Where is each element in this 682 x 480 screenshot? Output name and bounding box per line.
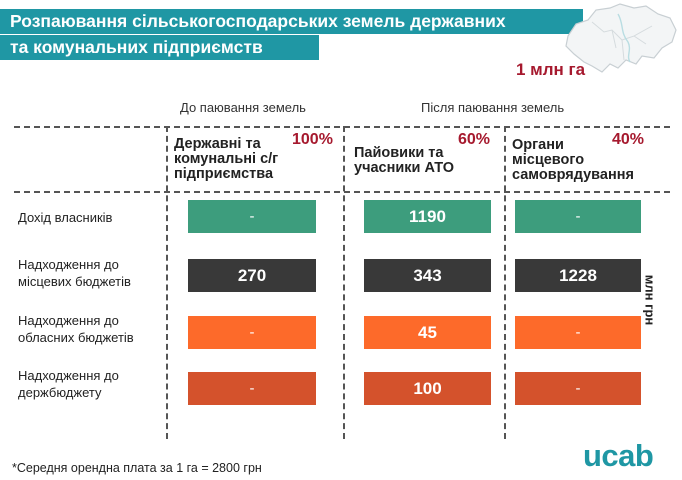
title-band: Розпаювання сільськогосподарських земель… [0,9,583,60]
column-title-line: учасники АТО [354,160,455,176]
value-cell-r3-c2: 45 [364,316,491,349]
column-title-3: Органи місцевого самоврядування [512,138,634,183]
column-share-2: 60% [458,131,491,148]
value-cell-r3-c3: - [515,316,641,349]
row-label-line: Надходження до [18,257,119,272]
group-header-after: Після паювання земель [421,100,565,115]
value-cell-r1-c2: 1190 [364,200,491,233]
footnote: *Середня орендна плата за 1 га = 2800 гр… [12,461,262,475]
row-label-line: Надходження до [18,313,119,328]
header-top-divider [14,126,670,128]
column-title-line: Державні та [174,136,261,152]
value-cell-r1-c3: - [515,200,641,233]
column-divider-1 [166,126,168,439]
value-cell-r4-c1: - [188,372,316,405]
title-line-2: та комунальних підприємств [0,35,319,60]
column-title-line: Органи [512,137,564,153]
row-label-1: Дохід власників [18,209,112,226]
row-label-4: Надходження до держбюджету [18,367,119,401]
column-title-line: самоврядування [512,167,634,183]
value-cell-r4-c2: 100 [364,372,491,405]
ukraine-map-icon [565,3,677,73]
column-divider-3 [504,126,506,439]
value-cell-r2-c1: 270 [188,259,316,292]
value-cell-r2-c3: 1228 [515,259,641,292]
column-title-1: Державні та комунальні с/г підприємства [174,137,278,182]
row-label-line: місцевих бюджетів [18,274,131,289]
row-label-line: обласних бюджетів [18,330,134,345]
column-title-2: Пайовики та учасники АТО [354,146,454,176]
column-divider-2 [343,126,345,439]
column-title-line: підприємства [174,166,274,182]
row-label-line: держбюджету [18,385,102,400]
column-title-line: Пайовики та [354,145,444,161]
total-area-label: 1 млн га [516,60,586,79]
column-title-line: місцевого [512,152,585,168]
column-share-3: 40% [612,131,645,148]
ucab-logo: ucab [583,438,654,473]
value-cell-r3-c1: - [188,316,316,349]
group-header-before: До паювання земель [180,100,306,115]
value-cell-r4-c3: - [515,372,641,405]
value-cell-r2-c2: 343 [364,259,491,292]
row-label-line: Надходження до [18,368,119,383]
column-share-1: 100% [292,131,333,148]
column-title-line: комунальні с/г [174,151,279,167]
row-label-3: Надходження до обласних бюджетів [18,312,134,346]
unit-label: млн грн [642,274,658,326]
row-label-2: Надходження до місцевих бюджетів [18,256,131,290]
row-label-line: Дохід власників [18,210,113,225]
header-bottom-divider [14,191,670,193]
value-cell-r1-c1: - [188,200,316,233]
title-line-1: Розпаювання сільськогосподарських земель… [0,9,583,34]
